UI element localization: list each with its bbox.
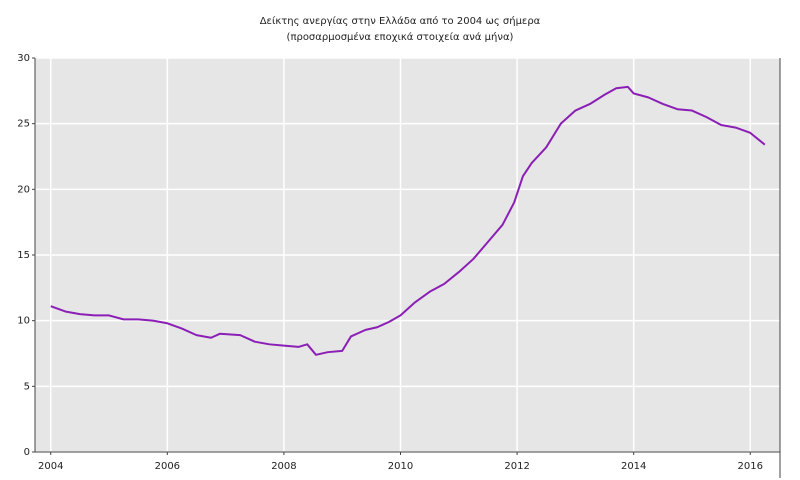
- chart-subtitle: (προσαρμοσμένα εποχικά στοιχεία ανά μήνα…: [287, 31, 514, 43]
- y-tick-label: 25: [17, 119, 30, 130]
- y-tick-label: 15: [17, 250, 30, 261]
- y-tick-label: 0: [24, 447, 30, 458]
- x-tick-label: 2006: [155, 461, 180, 472]
- x-tick-label: 2008: [271, 461, 296, 472]
- y-tick-label: 20: [17, 184, 30, 195]
- x-tick-label: 2014: [621, 461, 646, 472]
- y-tick-label: 30: [17, 53, 30, 64]
- x-tick-label: 2016: [738, 461, 763, 472]
- x-tick-label: 2012: [504, 461, 529, 472]
- chart-title: Δείκτης ανεργίας στην Ελλάδα από το 2004…: [260, 15, 541, 27]
- x-tick-label: 2004: [38, 461, 63, 472]
- y-tick-label: 5: [24, 381, 30, 392]
- x-tick-label: 2010: [388, 461, 413, 472]
- data-line: [50, 85, 766, 356]
- y-tick-label: 10: [17, 316, 30, 327]
